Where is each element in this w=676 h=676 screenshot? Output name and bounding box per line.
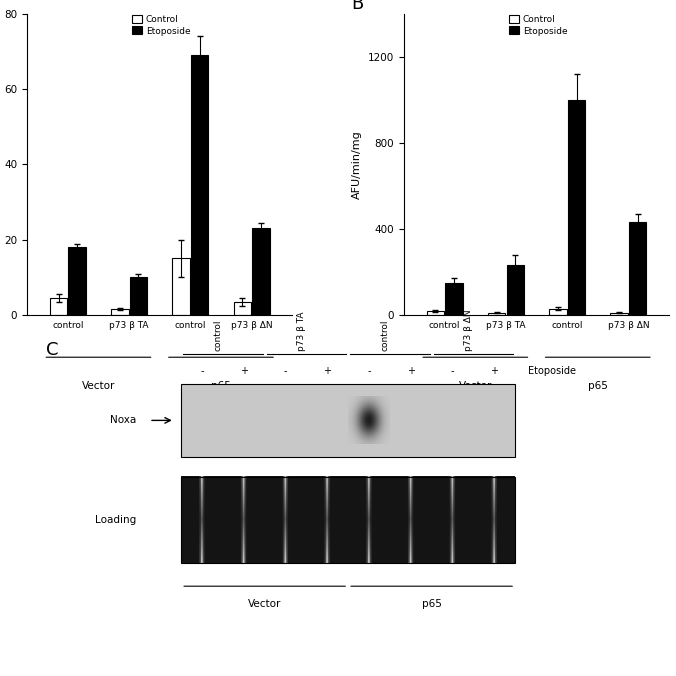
Text: Loading: Loading bbox=[95, 515, 136, 525]
Text: -: - bbox=[451, 366, 454, 376]
Bar bbox=[549, 308, 566, 315]
Bar bbox=[111, 310, 128, 315]
Y-axis label: AFU/min/mg: AFU/min/mg bbox=[352, 130, 362, 199]
Bar bbox=[610, 313, 628, 315]
Text: -: - bbox=[200, 366, 203, 376]
Legend: Control, Etoposide: Control, Etoposide bbox=[132, 15, 191, 36]
Bar bbox=[50, 298, 68, 315]
Bar bbox=[506, 266, 524, 315]
Bar bbox=[629, 222, 646, 315]
Bar bbox=[181, 477, 515, 563]
Text: B: B bbox=[351, 0, 363, 14]
Text: control: control bbox=[381, 319, 390, 351]
Text: control: control bbox=[214, 319, 223, 351]
Bar bbox=[130, 277, 147, 315]
Bar bbox=[488, 313, 506, 315]
Bar bbox=[233, 301, 251, 315]
Text: p65: p65 bbox=[588, 381, 608, 391]
Bar bbox=[427, 311, 444, 315]
Text: +: + bbox=[490, 366, 498, 376]
Bar bbox=[191, 55, 208, 315]
Bar bbox=[172, 258, 190, 315]
Text: +: + bbox=[240, 366, 248, 376]
Text: Vector: Vector bbox=[248, 600, 281, 610]
Text: Etoposide: Etoposide bbox=[528, 366, 576, 376]
Bar bbox=[252, 228, 270, 315]
Legend: Control, Etoposide: Control, Etoposide bbox=[509, 15, 567, 36]
Text: -: - bbox=[284, 366, 287, 376]
Text: +: + bbox=[323, 366, 331, 376]
Bar bbox=[445, 283, 463, 315]
Bar bbox=[568, 99, 585, 315]
Text: p65: p65 bbox=[211, 381, 231, 391]
Text: Vector: Vector bbox=[458, 381, 492, 391]
Text: +: + bbox=[407, 366, 415, 376]
Text: p73 β ΔN: p73 β ΔN bbox=[464, 309, 473, 351]
Bar bbox=[181, 384, 515, 457]
Bar bbox=[68, 247, 86, 315]
Text: p65: p65 bbox=[422, 600, 441, 610]
Text: p73 β TA: p73 β TA bbox=[297, 311, 306, 351]
Text: -: - bbox=[367, 366, 370, 376]
Text: Noxa: Noxa bbox=[110, 415, 136, 425]
Text: Vector: Vector bbox=[82, 381, 115, 391]
Text: C: C bbox=[46, 341, 59, 359]
